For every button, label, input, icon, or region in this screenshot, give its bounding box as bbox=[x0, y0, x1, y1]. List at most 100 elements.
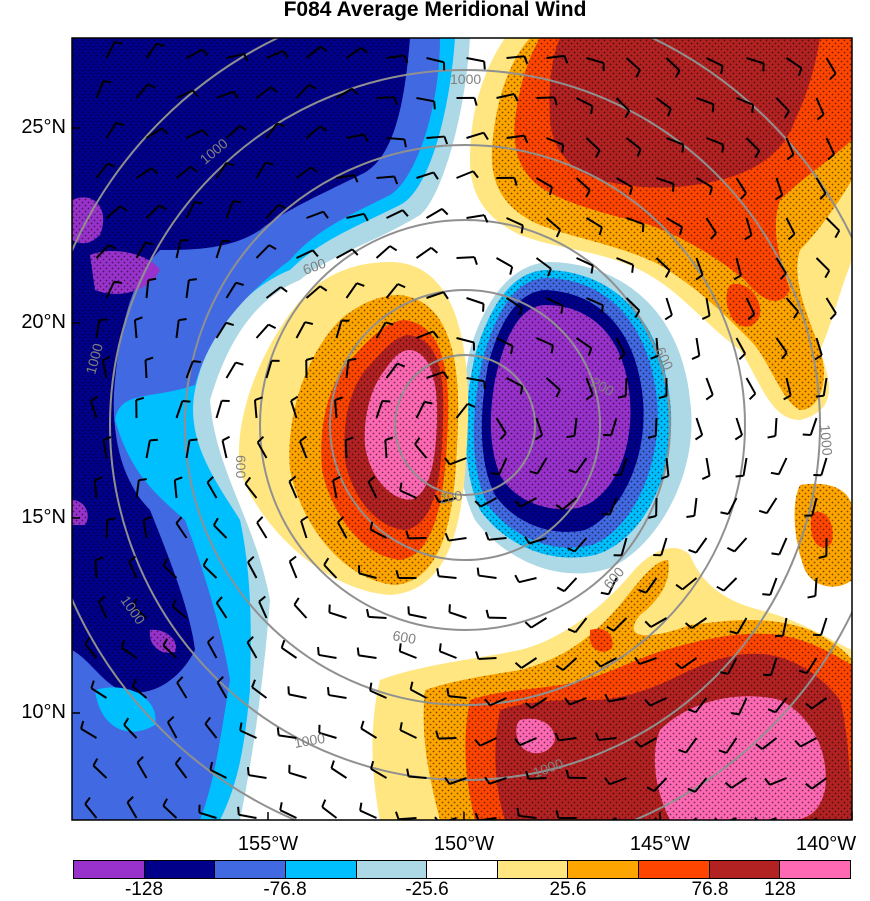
wind-barb-flag bbox=[179, 319, 187, 320]
wind-barb bbox=[439, 738, 457, 739]
colorbar-label: -128 bbox=[125, 879, 163, 901]
wind-barb bbox=[457, 257, 475, 258]
wind-barb-flag bbox=[447, 688, 448, 696]
lat-label: 25°N bbox=[0, 116, 66, 139]
colorbar-swatch bbox=[427, 861, 498, 878]
wind-barb-flag bbox=[518, 808, 519, 816]
wind-barb bbox=[385, 440, 386, 458]
lon-label: 140°W bbox=[796, 833, 856, 856]
wind-barb-flag bbox=[358, 647, 359, 655]
wind-barb-flag bbox=[348, 359, 356, 360]
colorbar-swatch bbox=[286, 861, 357, 878]
wind-barb-flag bbox=[189, 439, 197, 440]
wind-barb bbox=[399, 818, 417, 819]
wind-barb bbox=[146, 360, 147, 378]
wind-barb-flag bbox=[478, 568, 479, 576]
wind-barb-flag bbox=[483, 304, 484, 312]
wind-barb-flag bbox=[99, 319, 107, 320]
wind-barb-flag bbox=[382, 401, 390, 402]
lat-label: 10°N bbox=[0, 701, 66, 724]
wind-barb-flag bbox=[440, 643, 441, 651]
wind-barb-flag bbox=[803, 435, 811, 436]
wind-barb-flag bbox=[193, 361, 201, 362]
contour-label: 1000 bbox=[817, 424, 836, 457]
colorbar-label: 76.8 bbox=[692, 879, 729, 901]
colorbar-label: -76.8 bbox=[263, 879, 306, 901]
wind-barb bbox=[656, 418, 657, 436]
wind-barb-flag bbox=[771, 473, 779, 474]
wind-barb-flag bbox=[591, 266, 592, 274]
wind-barb-flag bbox=[491, 473, 499, 474]
wind-barb-flag bbox=[713, 104, 714, 112]
wind-barb bbox=[107, 520, 108, 538]
wind-barb-flag bbox=[400, 643, 401, 651]
wind-barb-flag bbox=[189, 279, 197, 280]
colorbar-swatch bbox=[357, 861, 428, 878]
colorbar-swatch bbox=[568, 861, 639, 878]
wind-barb-flag bbox=[328, 687, 329, 695]
wind-barb-flag bbox=[182, 401, 190, 402]
lat-label: 20°N bbox=[0, 311, 66, 334]
wind-barb-flag bbox=[400, 483, 401, 491]
wind-barb-flag bbox=[522, 225, 523, 233]
wind-barb-flag bbox=[676, 825, 682, 830]
wind-barb-flag bbox=[637, 827, 644, 831]
wind-barb bbox=[626, 378, 627, 396]
colorbar-label: -25.6 bbox=[405, 879, 448, 901]
wind-barb-flag bbox=[602, 305, 603, 313]
lon-label: 155°W bbox=[238, 833, 298, 856]
wind-barb-flag bbox=[682, 145, 683, 153]
wind-barb-flag bbox=[407, 769, 408, 777]
wind-barb bbox=[387, 138, 405, 139]
wind-barb-flag bbox=[139, 479, 147, 480]
colorbar-swatch bbox=[780, 861, 850, 878]
wind-barb-flag bbox=[148, 279, 156, 280]
wind-barb-flag bbox=[562, 145, 563, 153]
wind-barb-flag bbox=[731, 713, 739, 714]
wind-barb-flag bbox=[595, 820, 600, 826]
wind-barb-flag bbox=[370, 683, 371, 691]
wind-barb-flag bbox=[736, 476, 744, 477]
wind-barb bbox=[775, 418, 776, 436]
wind-barb-flag bbox=[816, 396, 824, 397]
colorbar-swatch bbox=[639, 861, 710, 878]
wind-barb-flag bbox=[248, 767, 249, 775]
wind-barb-flag bbox=[437, 568, 438, 576]
wind-barb-flag bbox=[360, 803, 361, 811]
wind-barb-flag bbox=[150, 440, 158, 441]
colorbar-swatch bbox=[215, 861, 286, 878]
lon-label: 150°W bbox=[434, 833, 494, 856]
wind-barb-flag bbox=[552, 345, 553, 353]
colorbar-swatch bbox=[710, 861, 781, 878]
wind-barb bbox=[369, 617, 387, 618]
wind-barb-flag bbox=[103, 81, 111, 82]
colorbar-swatch bbox=[145, 861, 216, 878]
wind-barb-flag bbox=[434, 101, 435, 109]
wind-barb bbox=[95, 560, 96, 578]
wind-barb-flag bbox=[673, 184, 674, 192]
wind-barb-flag bbox=[775, 636, 783, 637]
wind-barb bbox=[479, 658, 497, 659]
wind-barb-flag bbox=[762, 594, 770, 595]
wind-barb-flag bbox=[484, 61, 485, 69]
wind-barb bbox=[537, 97, 555, 98]
wind-barb-flag bbox=[602, 514, 610, 515]
wind-barb-flag bbox=[567, 436, 575, 437]
wind-barb bbox=[346, 440, 347, 458]
wind-barb-flag bbox=[686, 516, 694, 517]
wind-barb-flag bbox=[318, 647, 319, 655]
wind-barb-flag bbox=[240, 723, 241, 731]
wind-barb bbox=[377, 97, 395, 98]
wind-barb-flag bbox=[484, 381, 485, 389]
colorbar-swatch bbox=[498, 861, 569, 878]
lat-label: 15°N bbox=[0, 506, 66, 529]
colorbar-label: 25.6 bbox=[550, 879, 587, 901]
wind-barb-flag bbox=[632, 265, 633, 273]
contour-label: 600 bbox=[233, 455, 249, 479]
wind-barb-flag bbox=[238, 807, 239, 815]
wind-barb-flag bbox=[643, 224, 644, 232]
wind-barb-flag bbox=[114, 282, 122, 283]
colorbar-label: 128 bbox=[764, 879, 796, 901]
wind-barb-flag bbox=[722, 145, 723, 153]
